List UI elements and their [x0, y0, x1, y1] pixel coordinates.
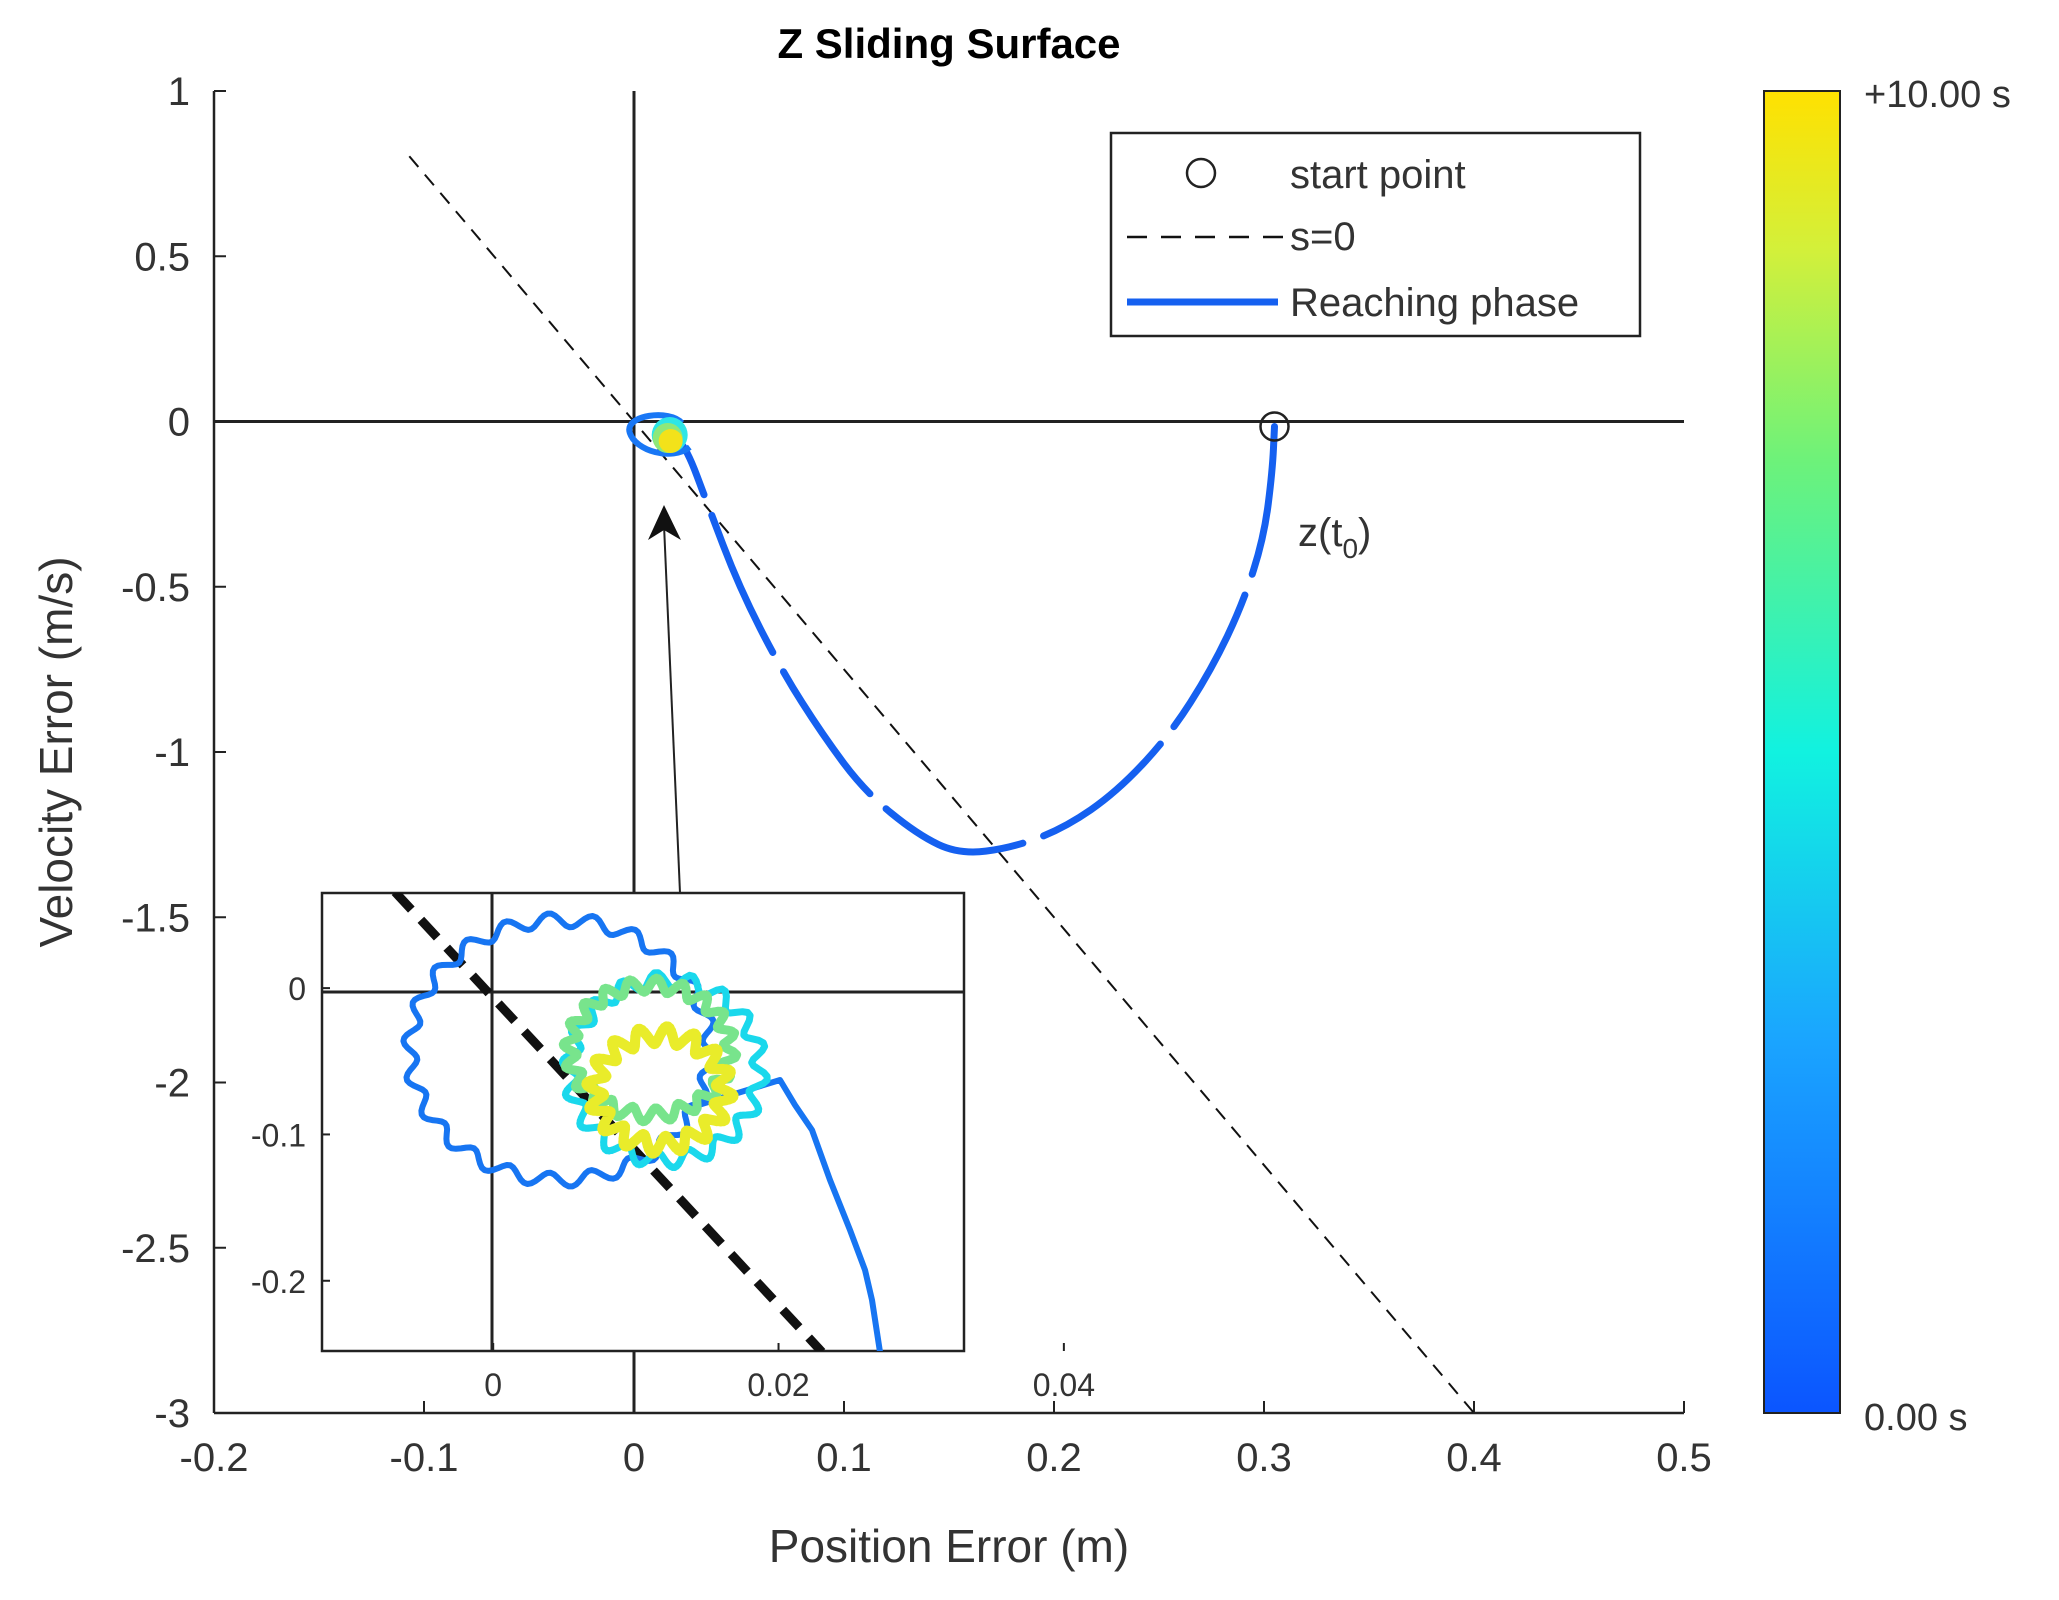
legend-s0-label: s=0	[1290, 215, 1356, 259]
inset-yellow-oscillation	[581, 1021, 739, 1159]
inset-x-ticks: 0 0.02 0.04	[484, 1343, 1095, 1403]
x-tick-label: 0.5	[1656, 1436, 1712, 1480]
inset-y-tick-label: 0	[288, 971, 306, 1007]
inset-y-ticks: 0 -0.1 -0.2	[251, 971, 330, 1300]
inset-y-tick-label: -0.1	[251, 1117, 306, 1153]
x-tick-label: -0.1	[390, 1436, 459, 1480]
y-tick-label: -0.5	[121, 566, 190, 610]
reaching-phase-trajectory	[659, 422, 1278, 856]
legend-start-point-label: start point	[1290, 153, 1466, 197]
inset-x-tick-label: 0.04	[1033, 1367, 1095, 1403]
zoom-arrow	[648, 505, 681, 894]
x-ticks: -0.2 -0.1 0 0.1 0.2 0.3 0.4 0.5	[180, 1401, 1712, 1480]
inset-x-tick-label: 0	[484, 1367, 502, 1403]
x-tick-label: 0.3	[1236, 1436, 1292, 1480]
colorbar-max-label: +10.00 s	[1864, 74, 2011, 116]
y-tick-label: -3	[154, 1392, 190, 1436]
legend: start point s=0 Reaching phase	[1109, 131, 1642, 338]
y-tick-label: -2	[154, 1062, 190, 1106]
inset-y-tick-label: -0.2	[251, 1264, 306, 1300]
y-tick-label: 1	[168, 70, 190, 114]
x-tick-label: 0.2	[1026, 1436, 1082, 1480]
y-tick-label: -2.5	[121, 1227, 190, 1271]
inset-x-tick-label: 0.02	[747, 1367, 809, 1403]
colorbar-min-label: 0.00 s	[1864, 1397, 1968, 1439]
z-t0-annotation: z(t0)	[1298, 511, 1371, 564]
inset-plot: 0 -0.1 -0.2 0 0.02 0.04	[251, 891, 1095, 1403]
colorbar-gradient	[1763, 90, 1841, 1414]
sliding-surface-line	[408, 155, 1476, 1413]
colorbar: +10.00 s 0.00 s	[1763, 74, 2011, 1439]
y-tick-label: -1	[154, 731, 190, 775]
x-tick-label: 0.4	[1446, 1436, 1502, 1480]
settle-loop-trajectory	[626, 412, 692, 457]
y-tick-label: 0.5	[134, 235, 190, 279]
legend-start-point-marker	[1185, 157, 1217, 189]
zoom-arrow-head	[648, 505, 681, 540]
zoom-arrow-shaft	[663, 524, 681, 894]
y-axis-label: Velocity Error (m/s)	[30, 556, 82, 947]
y-ticks: 1 0.5 0 -0.5 -1 -1.5 -2 -2.5 -3	[121, 70, 226, 1436]
main-plot-area	[214, 91, 1684, 1413]
x-tick-label: 0	[623, 1436, 645, 1480]
y-tick-label: 0	[168, 401, 190, 445]
settled-cluster-yellow	[658, 429, 683, 454]
chart-title: Z Sliding Surface	[777, 20, 1120, 67]
y-tick-label: -1.5	[121, 896, 190, 940]
x-tick-label: -0.2	[180, 1436, 249, 1480]
x-tick-label: 0.1	[816, 1436, 872, 1480]
x-axis-label: Position Error (m)	[769, 1520, 1129, 1572]
start-point-marker	[1259, 411, 1290, 442]
legend-reaching-label: Reaching phase	[1290, 281, 1579, 325]
